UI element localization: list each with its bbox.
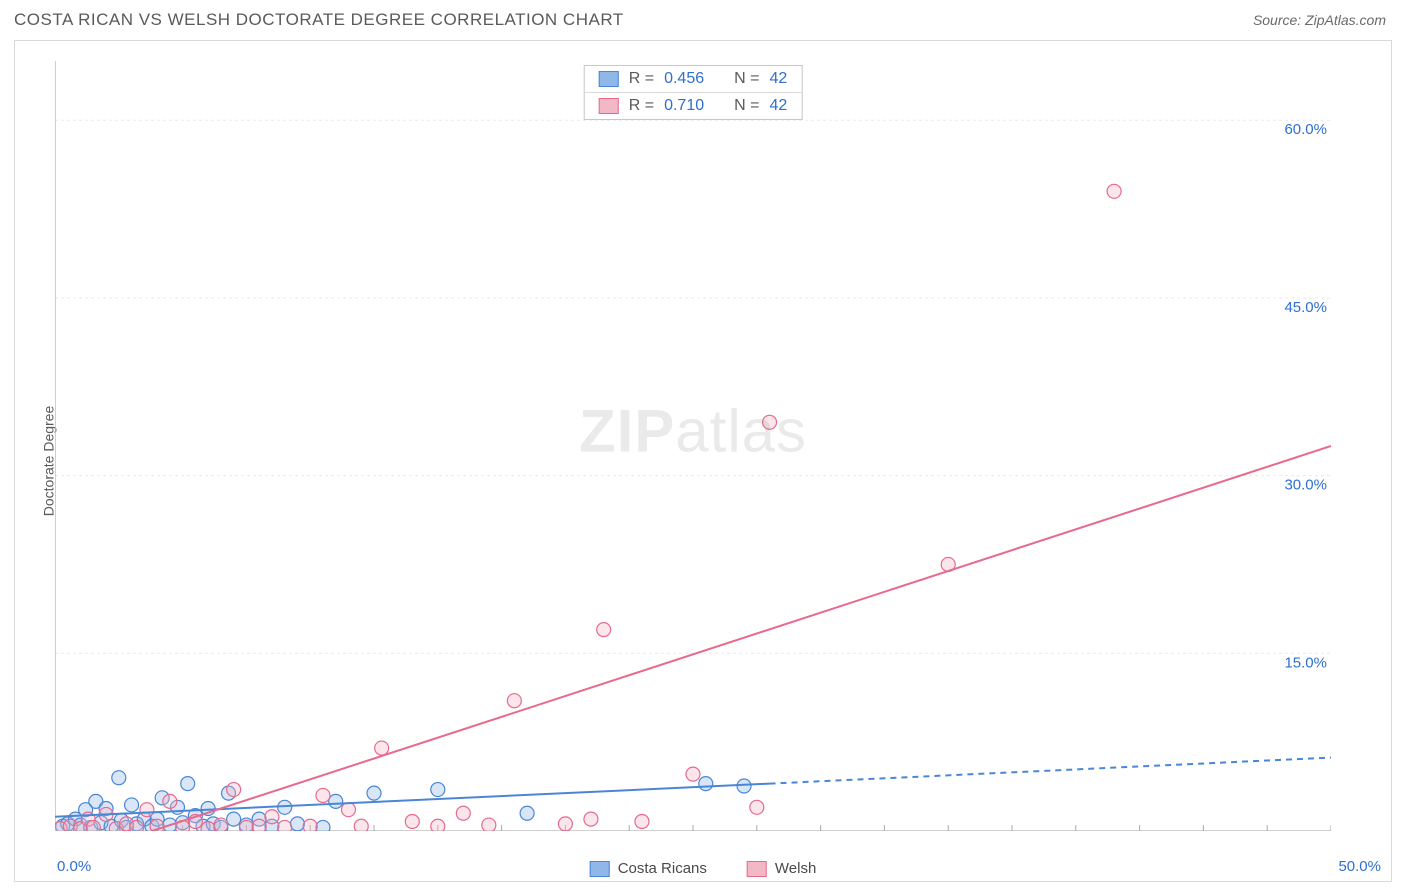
page-title: COSTA RICAN VS WELSH DOCTORATE DEGREE CO…: [14, 10, 624, 30]
stat-n-value: 42: [769, 97, 787, 115]
legend-label: Costa Ricans: [618, 860, 707, 877]
chart-container: Doctorate Degree ZIPatlas 15.0%30.0%45.0…: [14, 40, 1392, 882]
stat-r-value: 0.710: [664, 97, 704, 115]
legend: Costa Ricans Welsh: [590, 860, 817, 877]
legend-swatch: [747, 861, 767, 877]
source-attribution: Source: ZipAtlas.com: [1253, 12, 1386, 28]
legend-item: Welsh: [747, 860, 816, 877]
svg-text:45.0%: 45.0%: [1284, 299, 1327, 316]
y-axis-label: Doctorate Degree: [40, 406, 56, 517]
legend-swatch: [590, 861, 610, 877]
scatter-chart: 15.0% 30.0% 45.0% 60.0%: [55, 61, 1331, 831]
stat-r-label: R =: [629, 70, 654, 88]
stats-row: R = 0.456 N = 42: [585, 66, 802, 92]
x-axis-max-label: 50.0%: [1338, 858, 1381, 875]
series-swatch: [599, 71, 619, 87]
stats-legend-box: R = 0.456 N = 42 R = 0.710 N = 42: [584, 65, 803, 120]
stat-n-label: N =: [734, 97, 759, 115]
stat-r-value: 0.456: [664, 70, 704, 88]
legend-label: Welsh: [775, 860, 816, 877]
svg-text:60.0%: 60.0%: [1284, 121, 1327, 138]
stats-row: R = 0.710 N = 42: [585, 92, 802, 119]
svg-text:30.0%: 30.0%: [1284, 477, 1327, 494]
stat-n-label: N =: [734, 70, 759, 88]
stat-n-value: 42: [769, 70, 787, 88]
x-axis-min-label: 0.0%: [57, 858, 91, 875]
stat-r-label: R =: [629, 97, 654, 115]
svg-text:15.0%: 15.0%: [1284, 654, 1327, 671]
series-swatch: [599, 98, 619, 114]
legend-item: Costa Ricans: [590, 860, 707, 877]
